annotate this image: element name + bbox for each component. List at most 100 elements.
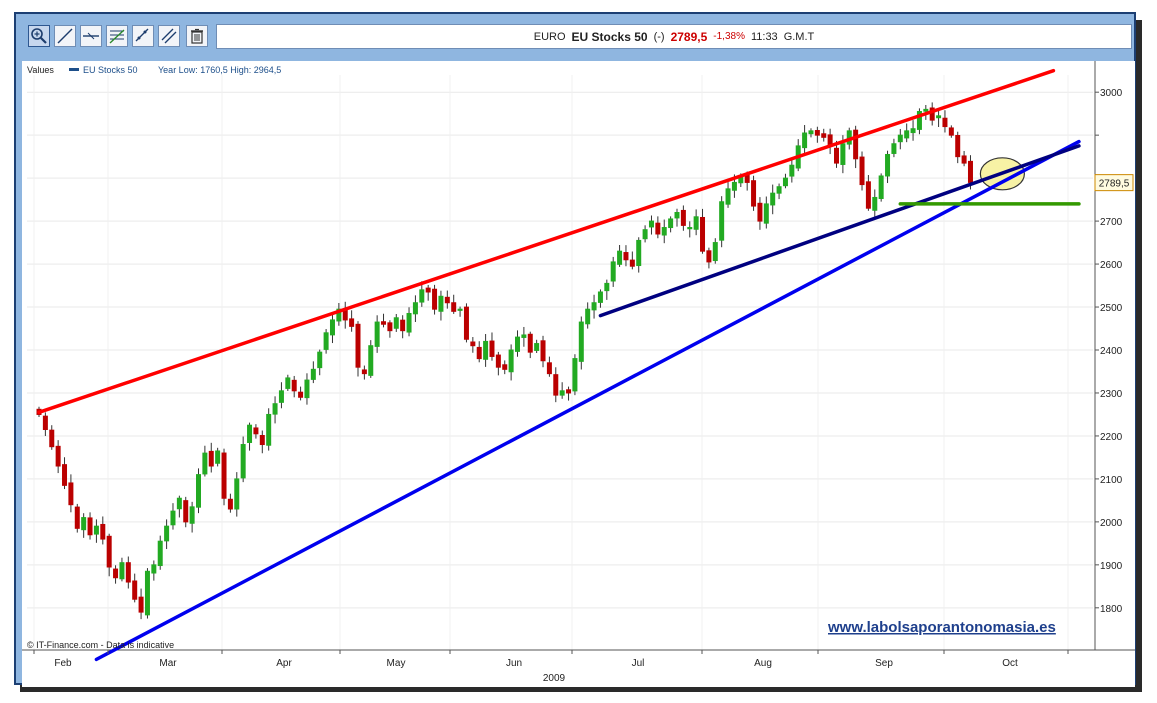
- candle: [119, 557, 125, 582]
- x-tick-label: Mar: [159, 658, 177, 669]
- magnifier-plus-icon: [31, 28, 47, 44]
- price-chart[interactable]: 1800 1900 2000 2100 2200 2300 2400 2500 2600 2700…: [22, 61, 1135, 687]
- candle: [444, 290, 450, 309]
- watermark-link[interactable]: www.labolsaporantonomasia.es: [827, 619, 1056, 636]
- legend-series-label: EU Stocks 50: [83, 65, 138, 75]
- candle: [891, 138, 897, 158]
- candle: [578, 316, 584, 370]
- candle: [272, 396, 278, 424]
- candle: [457, 306, 463, 317]
- candle: [432, 284, 438, 315]
- candle: [419, 281, 425, 307]
- candle: [872, 189, 878, 217]
- candle: [757, 197, 763, 230]
- candle: [495, 351, 501, 376]
- channel-tool-button[interactable]: [132, 25, 154, 47]
- last-price-marker: 2789,5: [1094, 174, 1134, 192]
- candle: [897, 128, 903, 150]
- y-tick-label: 2300: [1100, 389, 1123, 400]
- legend-range-text: Year Low: 1760,5 High: 2964,5: [158, 65, 281, 75]
- candle: [904, 123, 910, 143]
- candle: [655, 216, 661, 239]
- candle: [113, 565, 119, 584]
- candle: [770, 184, 776, 215]
- candle: [336, 302, 342, 326]
- x-tick-label: Aug: [754, 658, 772, 669]
- candle: [164, 519, 170, 550]
- candle: [68, 474, 74, 513]
- candle: [483, 334, 489, 367]
- long-support-line[interactable]: [94, 139, 1081, 662]
- candlestick-series: [36, 102, 973, 620]
- zoom-tool-button[interactable]: [28, 25, 50, 47]
- candle: [636, 237, 642, 273]
- y-tick-label: 2700: [1100, 217, 1123, 228]
- candle: [310, 361, 316, 384]
- x-tick-label: Apr: [276, 658, 292, 669]
- candle: [763, 196, 769, 229]
- candle: [502, 360, 508, 375]
- candle: [751, 175, 757, 211]
- candle: [719, 196, 725, 248]
- instrument-title-bar: EURO EU Stocks 50 (-) 2789,5 -1,38% 11:3…: [216, 24, 1132, 49]
- candle: [821, 128, 827, 142]
- trendline-tool-button[interactable]: [54, 25, 76, 47]
- candle: [885, 150, 891, 184]
- candle: [610, 256, 616, 287]
- candle: [776, 183, 782, 200]
- candle: [712, 238, 718, 264]
- delete-tool-button[interactable]: [186, 25, 208, 47]
- candle: [687, 221, 693, 238]
- candle: [87, 512, 93, 540]
- candle: [604, 279, 610, 300]
- x-tick-label: Jul: [632, 658, 645, 669]
- candle: [361, 365, 367, 380]
- candle: [387, 320, 393, 338]
- candle: [808, 128, 814, 138]
- candle: [81, 513, 87, 538]
- candle: [961, 150, 967, 167]
- candle: [859, 151, 865, 191]
- candle: [304, 373, 310, 405]
- x-axis-ticks: Feb Mar Apr May Jun Jul Aug Sep Oct: [33, 650, 1069, 669]
- candle: [278, 382, 284, 409]
- candle: [853, 125, 859, 169]
- horizontal-line-icon: [83, 32, 99, 40]
- candle: [591, 294, 597, 319]
- candle: [540, 335, 546, 368]
- candle: [93, 519, 99, 543]
- legend: Values EU Stocks 50 Year Low: 1760,5 Hig…: [27, 65, 281, 75]
- candle: [317, 349, 323, 376]
- horizontal-line-tool-button[interactable]: [80, 25, 102, 47]
- candle: [138, 588, 144, 620]
- y-axis-ticks: 1800 1900 2000 2100 2200 2300 2400 2500 2600 2700…: [1095, 88, 1123, 615]
- fibonacci-tool-button[interactable]: [106, 25, 128, 47]
- x-tick-label: Jun: [506, 658, 522, 669]
- candle: [100, 516, 106, 545]
- candle: [412, 295, 418, 322]
- candle: [157, 535, 163, 570]
- candle: [470, 337, 476, 353]
- candle: [240, 436, 246, 483]
- market-flag: (-): [653, 30, 665, 43]
- candle: [368, 340, 374, 378]
- candle: [266, 408, 272, 451]
- short-support-line[interactable]: [598, 144, 1081, 318]
- candle: [406, 307, 412, 337]
- candle: [106, 533, 112, 577]
- y-tick-label: 2200: [1100, 432, 1123, 443]
- parallel-line-tool-button[interactable]: [158, 25, 180, 47]
- y-tick-label: 1800: [1100, 604, 1123, 615]
- candle: [259, 430, 265, 454]
- candle: [782, 173, 788, 189]
- trash-icon: [191, 28, 203, 44]
- candle: [566, 386, 572, 401]
- quote-time: 11:33: [750, 30, 778, 43]
- candle: [725, 182, 731, 208]
- resistance-line[interactable]: [37, 68, 1056, 415]
- y-tick-label: 2600: [1100, 260, 1123, 271]
- y-tick-label: 2000: [1100, 518, 1123, 529]
- candle: [125, 556, 131, 589]
- candle: [572, 354, 578, 396]
- candle: [585, 302, 591, 329]
